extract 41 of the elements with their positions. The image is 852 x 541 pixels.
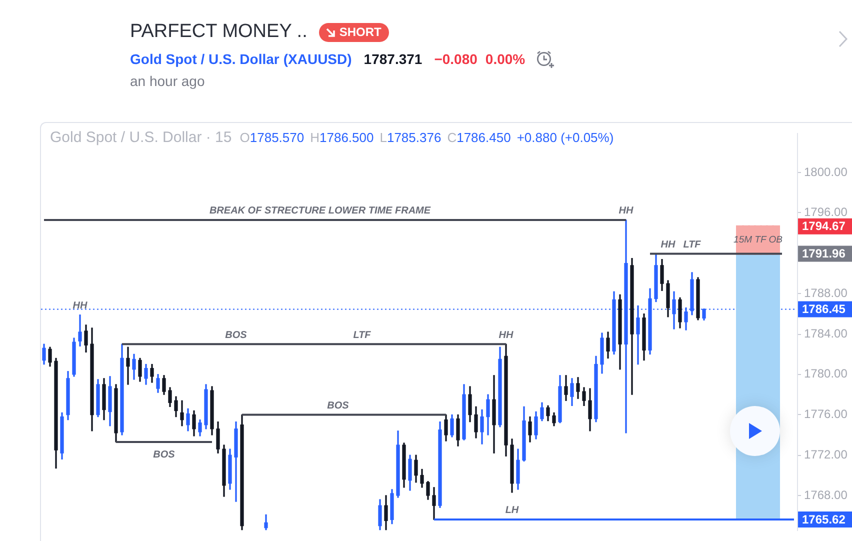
text: 1791.96 [802,246,846,261]
data-label: BOS [153,450,176,461]
data-label: HH [498,330,514,341]
annotation: H [310,130,320,145]
y-tick-label: 1768.00 [804,488,848,502]
text: SHORT [339,25,382,39]
text: −0.080 [434,51,478,67]
data-label: LTF [353,330,372,341]
data-label: BOS [225,330,248,341]
y-tick-label: 1788.00 [804,286,848,300]
y-tick-label: 1784.00 [804,326,848,340]
text: 1765.62 [802,512,846,526]
text: Gold Spot / U.S. Dollar [130,51,280,67]
annotation: C [447,130,457,145]
annotation: L [380,130,387,145]
data-label: HH [618,206,634,217]
y-tick-label: 1800.00 [804,164,848,179]
text: HH [72,300,88,312]
y-tick-label: 1772.00 [804,447,848,462]
y-tick-label: 1796.00 [804,205,848,220]
text: (XAUUSD) [283,51,352,67]
y-tick-label: 1776.00 [804,407,848,422]
annotation: 1786.450 [456,130,511,145]
data-label: BOS [327,400,350,412]
chart-subtitle: Gold Spot / U.S. Dollar · 15 [50,129,232,146]
data-label: LH [505,505,520,516]
data-label: HH [660,239,676,250]
text: an hour ago [130,73,205,89]
chart-title: PARFECT MONEY .. [130,21,308,43]
y-tick-label: 1780.00 [804,366,848,381]
text: 1787.371 [364,51,422,67]
text: 1794.67 [802,219,846,234]
text: 0.00% [485,51,526,67]
data-label: LTF [683,239,702,250]
annotation: 1786.500 [320,130,374,145]
annotation: +0.880 (+0.05%) [516,130,614,145]
annotation: O [240,130,250,145]
data-label: BREAK OF STRECTURE LOWER TIME FRAME [209,206,431,217]
ref-line-label: 1786.45 [802,302,846,316]
annotation: 1785.570 [250,130,304,145]
annotation: 1785.376 [386,130,442,145]
